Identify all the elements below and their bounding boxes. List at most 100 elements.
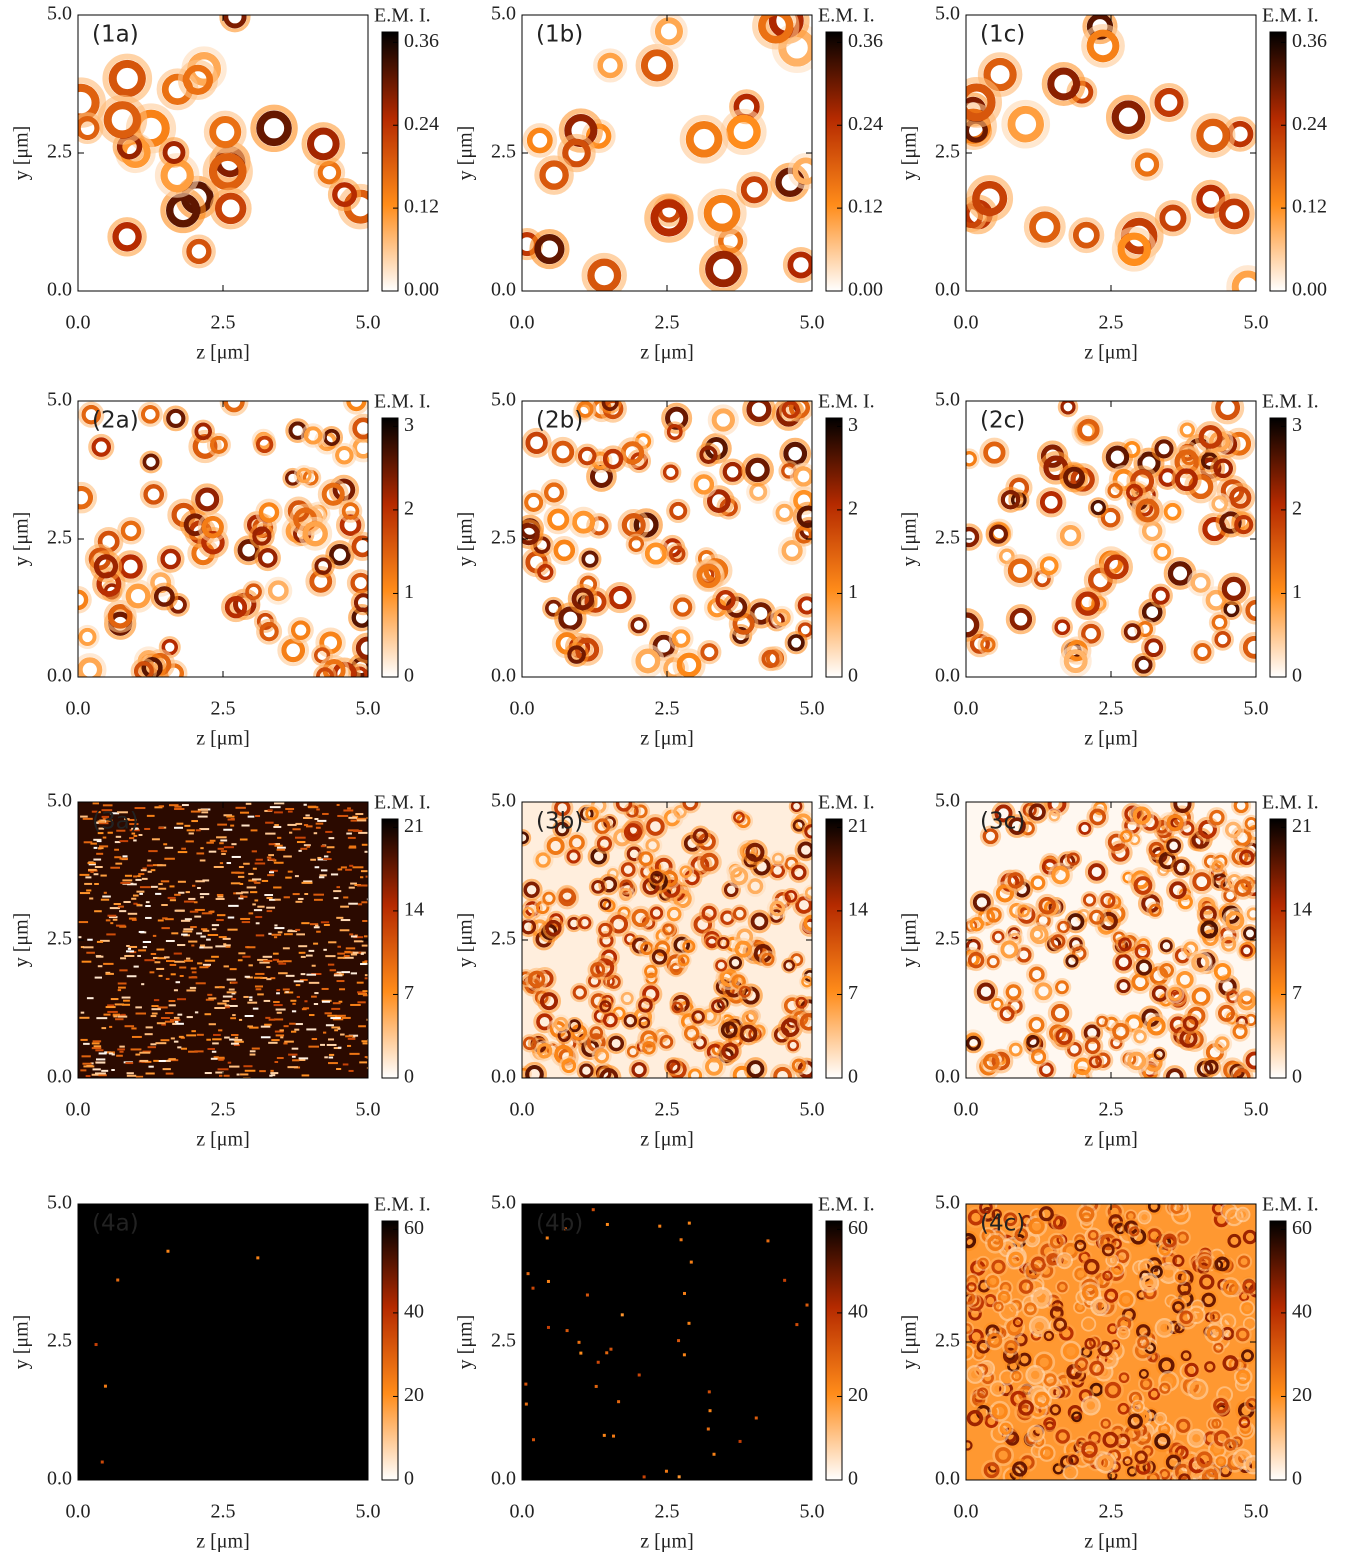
speckle <box>578 1341 581 1344</box>
speckle <box>229 989 235 991</box>
speckle <box>324 924 330 926</box>
colorbar <box>826 819 842 1078</box>
speckle <box>132 1036 142 1038</box>
colorbar-tick-label: 2 <box>404 497 414 519</box>
speckle <box>325 955 335 957</box>
panel: (4a)0.02.55.00.02.55.0z [μm]y [μm]E.M. I… <box>11 1192 431 1553</box>
colorbar-tick-label: 40 <box>404 1300 424 1322</box>
colorbar-tick-label: 0 <box>1292 1066 1302 1088</box>
speckle <box>242 956 250 958</box>
speckle <box>170 899 176 901</box>
speckle <box>301 973 306 975</box>
speckle <box>202 912 213 914</box>
speckle <box>191 967 197 969</box>
speckle <box>235 872 244 874</box>
speckle <box>206 842 214 844</box>
speckle <box>311 996 317 998</box>
speckle <box>80 1039 87 1041</box>
heatmap <box>952 393 1269 677</box>
speckle <box>184 901 194 903</box>
speckle <box>113 919 118 921</box>
speckle <box>290 1000 296 1002</box>
y-tick-label: 0.0 <box>47 1066 72 1088</box>
speckle <box>344 955 350 957</box>
speckle <box>127 1075 136 1077</box>
speckle <box>246 946 255 948</box>
speckle <box>362 920 367 922</box>
speckle <box>90 843 97 845</box>
speckle <box>93 1040 102 1042</box>
speckle <box>98 965 103 967</box>
speckle <box>320 1044 325 1046</box>
speckle <box>340 1034 345 1036</box>
speckle <box>191 976 196 978</box>
speckle <box>95 1343 98 1346</box>
speckle <box>209 851 217 853</box>
x-tick-label: 5.0 <box>1244 1099 1269 1121</box>
speckle <box>212 1042 219 1044</box>
speckle <box>326 1024 334 1026</box>
speckle <box>309 1014 314 1016</box>
speckle <box>243 1065 252 1067</box>
speckle <box>321 845 326 847</box>
x-tick-label: 0.0 <box>66 1099 91 1121</box>
speckle <box>224 944 231 946</box>
speckle <box>525 1403 528 1406</box>
colorbar-label: E.M. I. <box>1262 391 1319 413</box>
speckle <box>219 1075 230 1077</box>
speckle <box>170 1019 181 1021</box>
speckle <box>146 1072 155 1074</box>
speckle <box>222 1000 229 1002</box>
speckle <box>341 971 350 973</box>
speckle <box>349 1053 359 1055</box>
speckle <box>82 1055 91 1057</box>
speckle <box>274 802 284 804</box>
speckle <box>154 999 159 1001</box>
speckle <box>99 845 108 847</box>
speckle <box>296 984 301 986</box>
speckle <box>231 1034 238 1036</box>
speckle <box>103 804 113 806</box>
heatmap <box>78 802 376 1080</box>
y-tick-label: 2.5 <box>935 527 960 549</box>
speckle <box>96 956 103 958</box>
speckle <box>151 886 158 888</box>
speckle <box>687 1322 690 1325</box>
speckle <box>524 1383 527 1386</box>
speckle <box>119 969 127 971</box>
speckle <box>265 822 273 824</box>
speckle <box>273 886 281 888</box>
colorbar-tick-label: 3 <box>848 414 858 436</box>
x-tick-label: 0.0 <box>510 1099 535 1121</box>
panel: (4c)0.02.55.00.02.55.0z [μm]y [μm]E.M. I… <box>899 1192 1319 1553</box>
speckle <box>203 964 211 966</box>
panel-label: (2c) <box>980 408 1025 434</box>
speckle <box>297 996 300 998</box>
speckle <box>766 1239 769 1242</box>
speckle <box>285 877 292 879</box>
speckle <box>253 868 257 870</box>
speckle <box>151 953 156 955</box>
colorbar-tick-label: 7 <box>848 982 858 1004</box>
speckle <box>638 1373 641 1376</box>
speckle <box>249 1027 258 1029</box>
speckle <box>250 1054 256 1056</box>
speckle <box>180 975 184 977</box>
speckle <box>151 1015 157 1017</box>
panel: (3c)0.02.55.00.02.55.0z [μm]y [μm]E.M. I… <box>899 790 1319 1151</box>
speckle <box>245 1015 254 1017</box>
speckle <box>265 833 275 835</box>
colorbar-label: E.M. I. <box>374 792 431 814</box>
speckle <box>224 965 229 967</box>
speckle <box>247 886 256 888</box>
speckle <box>177 823 184 825</box>
x-tick-label: 2.5 <box>1099 698 1124 720</box>
speckle <box>357 1001 365 1003</box>
speckle <box>351 820 357 822</box>
speckle <box>196 932 202 934</box>
speckle <box>268 809 273 811</box>
speckle <box>123 901 130 903</box>
speckle <box>566 1329 569 1332</box>
colorbar-tick-label: 60 <box>1292 1217 1312 1239</box>
speckle <box>239 866 244 868</box>
